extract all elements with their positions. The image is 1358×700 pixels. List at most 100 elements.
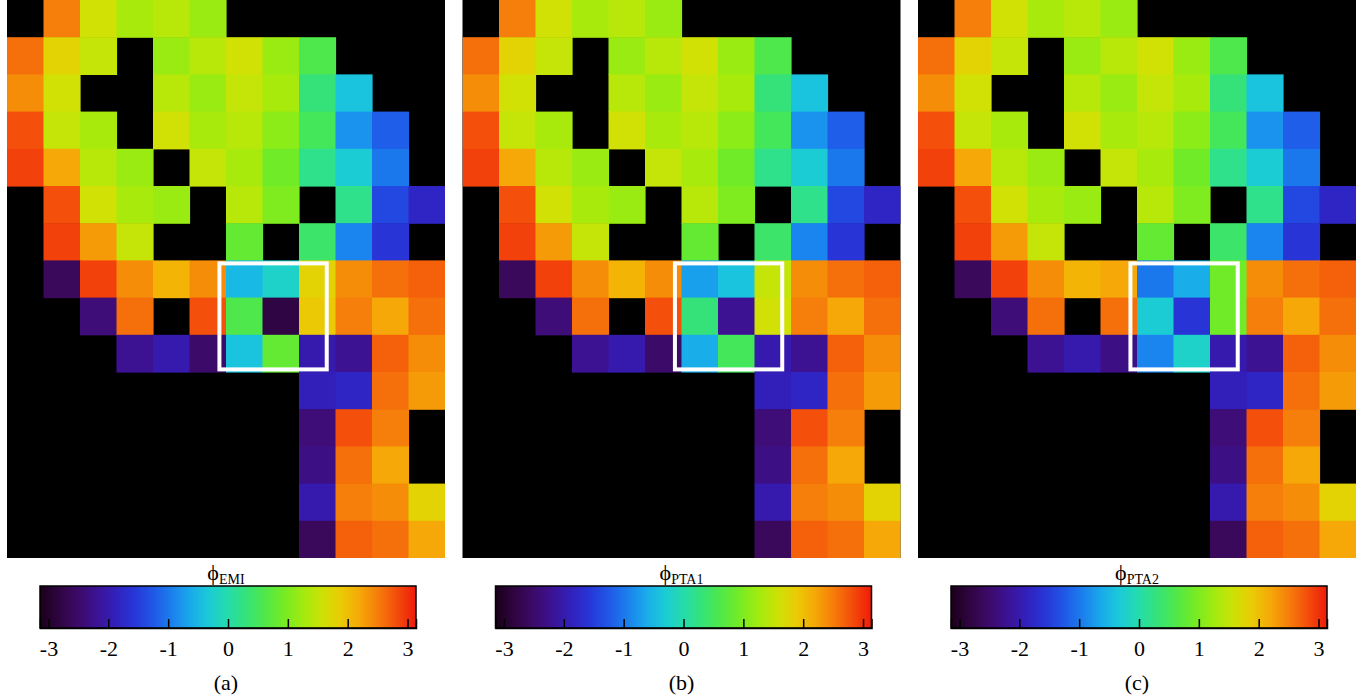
tick-label: -1 [159,636,177,661]
tick-mark [743,619,745,628]
phase-cell [609,0,646,38]
tick: 1 [738,619,749,661]
highlight-box [1130,263,1237,369]
phase-cell [1064,186,1101,224]
phase-cell [1101,112,1138,150]
phase-cell [682,335,719,373]
phase-cell [1283,335,1320,373]
phase-cell [299,37,336,75]
tick-label: -3 [495,636,513,661]
phase-cell [1064,260,1101,298]
phase-cell [1283,446,1320,484]
phase-cell [336,112,373,150]
phase-cell [80,149,117,187]
phase-cell [828,372,865,410]
tick: -3 [951,619,969,661]
phase-cell [1174,260,1211,298]
colorbar-axis: -3-2-10123 [495,619,872,661]
phase-cell [1210,37,1247,75]
phase-cell [682,186,719,224]
phase-cell [991,223,1028,261]
phase-cell [864,186,901,224]
phase-cell [1137,149,1174,187]
phase-cell [536,298,573,336]
phase-cell [499,223,536,261]
colorbar-axis-line [496,619,872,629]
phase-cell [44,223,81,261]
tick-mark [288,619,290,628]
colorbar-title: ϕEMI [207,560,245,587]
tick-mark [863,619,865,628]
phase-cell [1320,186,1357,224]
phase-cell [372,335,409,373]
phase-cell [572,149,609,187]
phase-cell [1320,260,1357,298]
phase-cell [153,186,190,224]
phase-cell [718,335,755,373]
phase-cell [828,484,865,522]
phase-cell [791,409,828,447]
phase-cell [1137,298,1174,336]
phase-cell [1064,37,1101,75]
tick-mark [504,619,506,628]
phase-cell [1137,335,1174,373]
cells [463,0,901,558]
phase-cell [336,298,373,336]
phase-cell [299,260,336,298]
phase-cell [918,112,955,150]
phase-cell [463,74,500,112]
phase-cell [1283,372,1320,410]
phase-cell [755,37,792,75]
tick-mark [168,619,170,628]
phase-cell [299,149,336,187]
phase-cell [263,335,300,373]
phase-cell [1283,223,1320,261]
tick: -3 [495,619,513,661]
phase-cell [336,149,373,187]
phase-cell [1210,298,1247,336]
tick: 3 [858,619,869,661]
phase-cell [828,409,865,447]
phase-cell [1064,74,1101,112]
phase-cell [791,223,828,261]
phase-cell [1028,149,1065,187]
phase-cell [1283,409,1320,447]
phase-cell [1028,223,1065,261]
phase-cell [117,335,154,373]
tick-label: 0 [1134,636,1145,661]
phase-cell [1210,484,1247,522]
tick-label: 3 [403,636,414,661]
tick: 2 [343,619,354,661]
phase-cell [1247,446,1284,484]
phase-cell [755,223,792,261]
panel-label: (c) [1125,670,1149,695]
phase-cell [336,74,373,112]
phase-cell [755,521,792,558]
tick-mark [1079,619,1081,628]
phase-cell [991,149,1028,187]
phase-cell [1174,186,1211,224]
phase-cell [263,298,300,336]
phase-cell [153,112,190,150]
phase-cell [864,298,901,336]
phase-cell [226,37,263,75]
phase-cell [1247,298,1284,336]
phase-cell [955,149,992,187]
phase-cell [536,0,573,38]
phase-cell [372,521,409,558]
phase-cell [372,260,409,298]
phase-cell [791,372,828,410]
phase-cell [645,37,682,75]
tick-label: 0 [679,636,690,661]
tick-label: 1 [738,636,749,661]
phase-cell [1283,521,1320,558]
phase-cell [190,74,227,112]
phase-cell [409,298,446,336]
panel: ϕPTA1-3-2-10123(b) [463,0,902,695]
phase-cell [572,335,609,373]
phase-cell [791,186,828,224]
phase-cell [918,74,955,112]
phase-cell [117,260,154,298]
phase-cell [1283,186,1320,224]
phase-cell [80,260,117,298]
